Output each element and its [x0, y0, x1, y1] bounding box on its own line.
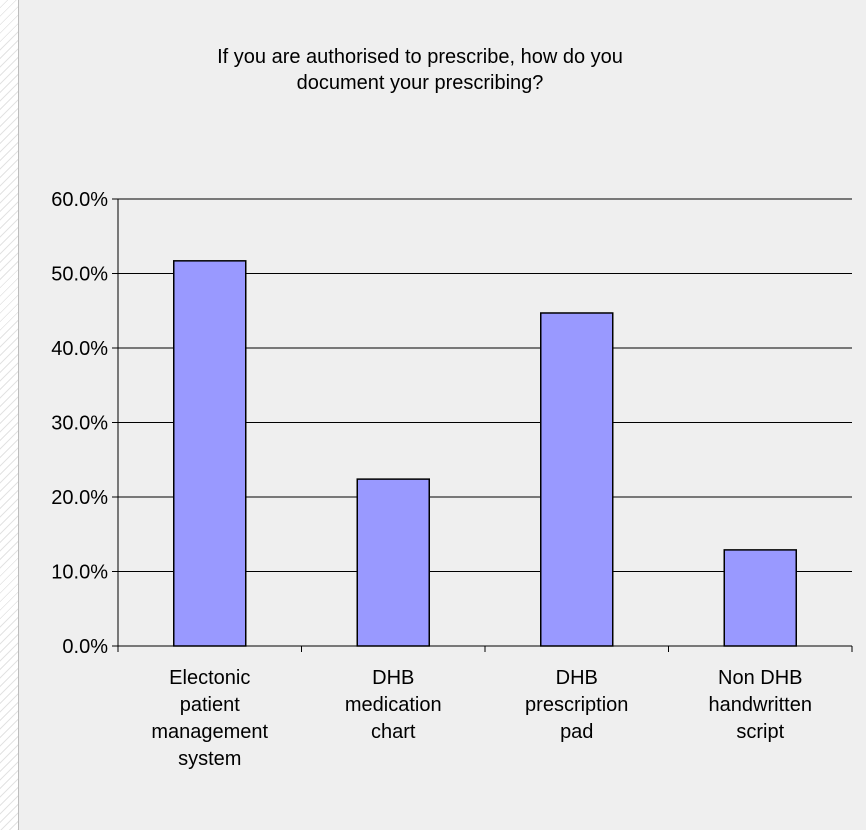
chart-title-line-1: If you are authorised to prescribe, how …	[217, 46, 623, 68]
bar	[173, 260, 247, 647]
chart-title-line-2: document your prescribing?	[296, 72, 544, 94]
x-category-label: management	[151, 721, 268, 743]
y-tick-label: 60.0%	[51, 189, 108, 211]
bar	[540, 312, 614, 647]
x-category-label: patient	[180, 694, 240, 716]
x-category-label: prescription	[525, 694, 628, 716]
y-tick-label: 0.0%	[62, 636, 108, 658]
x-category-label: medication	[345, 694, 442, 716]
x-category-label: handwritten	[709, 694, 812, 716]
bar	[356, 478, 430, 647]
y-tick-label: 50.0%	[51, 264, 108, 286]
x-category-label: Non DHB	[718, 667, 802, 689]
hatched-margin	[0, 0, 18, 830]
y-tick-label: 20.0%	[51, 487, 108, 509]
y-tick-label: 10.0%	[51, 562, 108, 584]
x-category-label: script	[736, 721, 784, 743]
x-category-label: pad	[560, 721, 593, 743]
x-category-label: DHB	[372, 667, 414, 689]
x-category-label: Electonic	[169, 667, 250, 689]
y-tick-label: 30.0%	[51, 413, 108, 435]
bar	[723, 549, 797, 647]
x-category-label: chart	[371, 721, 416, 743]
chart-title: If you are authorised to prescribe, how …	[100, 44, 740, 96]
y-tick-label: 40.0%	[51, 338, 108, 360]
chart-area	[18, 0, 866, 830]
x-category-label: system	[178, 748, 241, 770]
x-category-label: DHB	[556, 667, 598, 689]
